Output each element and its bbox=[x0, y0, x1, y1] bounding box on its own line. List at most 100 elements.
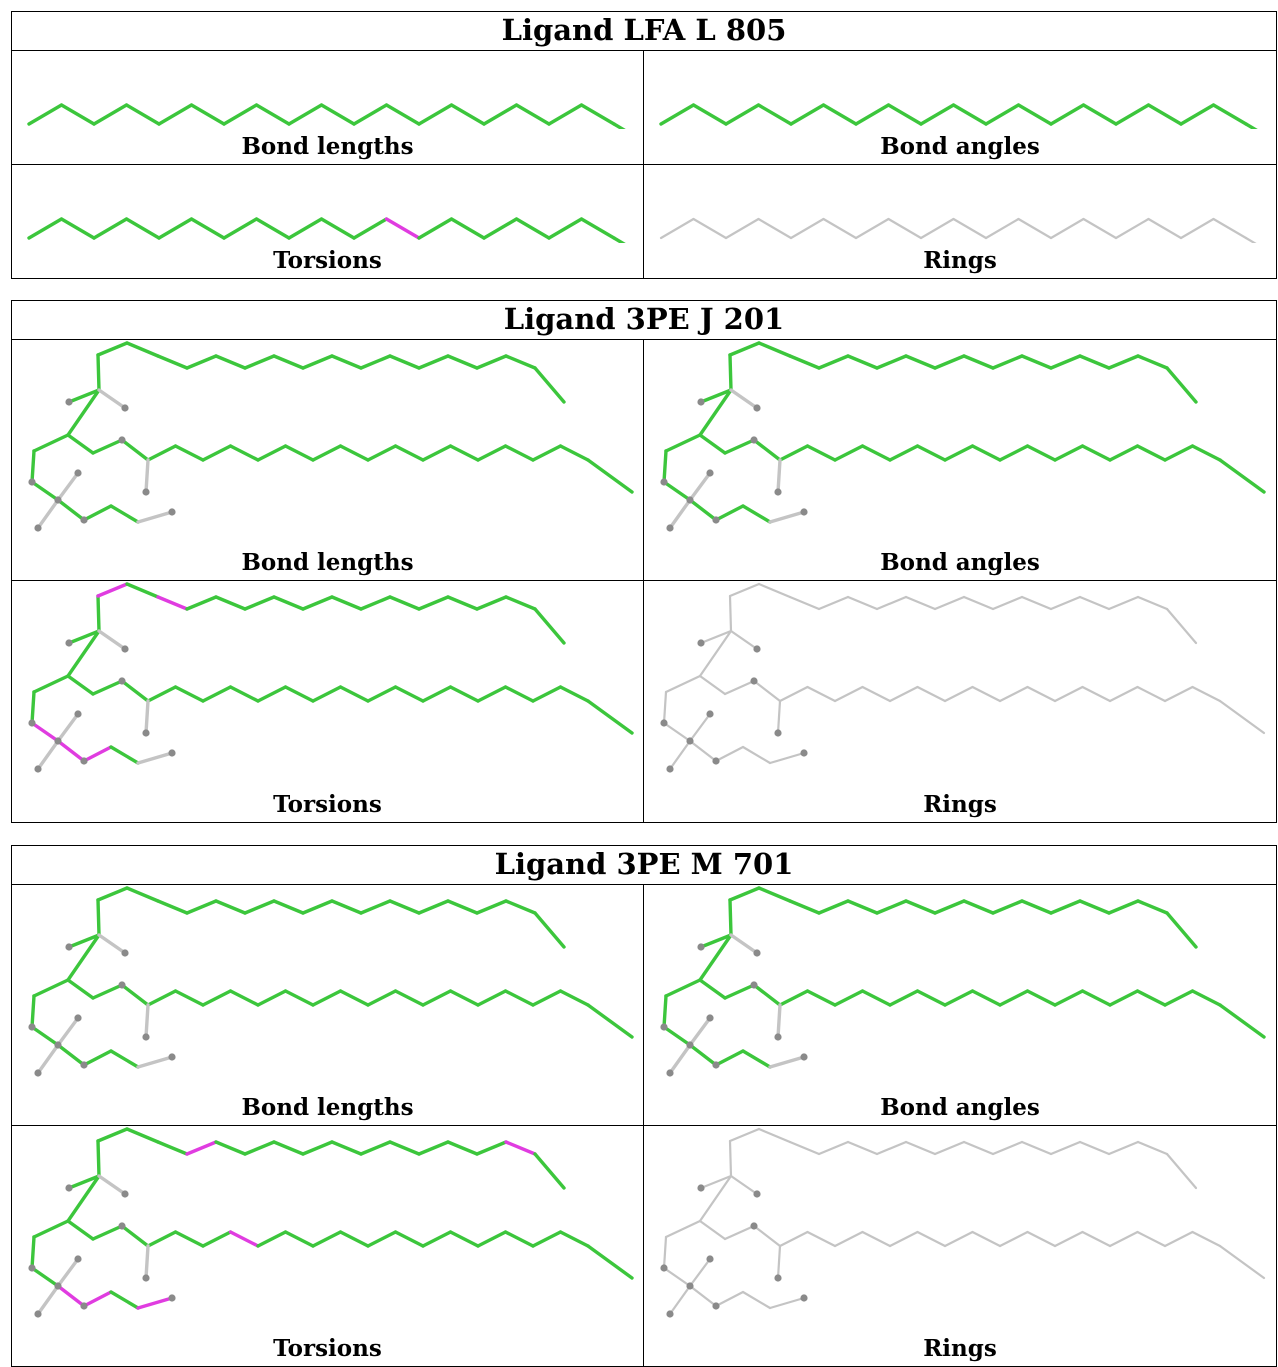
atom bbox=[697, 1184, 705, 1192]
bond bbox=[846, 899, 879, 915]
bond bbox=[109, 504, 140, 524]
bond bbox=[1025, 444, 1057, 462]
bond bbox=[778, 1230, 809, 1248]
ligand-title: Ligand 3PE M 701 bbox=[12, 846, 1276, 885]
atom bbox=[753, 1190, 761, 1198]
bond bbox=[688, 712, 712, 743]
atom bbox=[697, 943, 705, 951]
bond bbox=[446, 1140, 479, 1156]
bond bbox=[59, 217, 96, 240]
bond bbox=[728, 886, 761, 902]
bond bbox=[56, 471, 80, 502]
bond bbox=[91, 983, 124, 1000]
atom bbox=[74, 1255, 82, 1263]
bond bbox=[201, 685, 233, 703]
bond bbox=[67, 629, 101, 645]
atom bbox=[168, 1294, 176, 1302]
bond bbox=[933, 354, 966, 370]
bond bbox=[531, 685, 563, 703]
bond bbox=[729, 933, 759, 955]
atom bbox=[774, 729, 782, 737]
bond bbox=[698, 433, 727, 455]
bond bbox=[91, 679, 124, 696]
bond bbox=[92, 217, 129, 240]
molecule-view bbox=[28, 582, 634, 773]
bond bbox=[421, 444, 453, 462]
bond bbox=[109, 745, 140, 765]
bond bbox=[698, 1174, 733, 1223]
bond bbox=[579, 217, 616, 240]
bond bbox=[806, 1230, 837, 1248]
bond bbox=[66, 388, 101, 437]
bond bbox=[514, 103, 551, 126]
molecule-view bbox=[660, 341, 1266, 532]
atom bbox=[666, 1310, 674, 1318]
bond bbox=[301, 899, 334, 915]
ligand-table: Ligand LFA L 805 Bond lengths Bond angle… bbox=[11, 11, 1277, 279]
bond bbox=[283, 1230, 315, 1248]
bond bbox=[67, 388, 101, 404]
bond bbox=[120, 679, 150, 703]
bond bbox=[1114, 103, 1151, 126]
bond bbox=[504, 354, 537, 370]
bond bbox=[384, 217, 421, 240]
bond bbox=[448, 685, 480, 703]
atom bbox=[774, 1033, 782, 1041]
rings-panel: Rings bbox=[644, 581, 1276, 822]
bond bbox=[97, 933, 127, 955]
bond bbox=[330, 1140, 363, 1156]
bond bbox=[136, 1296, 174, 1310]
atom bbox=[54, 496, 62, 504]
bond bbox=[888, 444, 920, 462]
bond bbox=[136, 751, 174, 765]
bond bbox=[904, 1140, 937, 1156]
atom bbox=[80, 1061, 88, 1069]
bond bbox=[533, 911, 566, 949]
bond bbox=[476, 685, 508, 703]
bond bbox=[688, 498, 718, 522]
bond bbox=[558, 989, 590, 1007]
bond bbox=[514, 217, 551, 240]
atom bbox=[712, 1302, 720, 1310]
bond bbox=[757, 341, 792, 358]
bond bbox=[662, 480, 692, 502]
bond bbox=[1026, 685, 1057, 703]
bond bbox=[668, 1043, 692, 1075]
molecule-view bbox=[660, 582, 1266, 773]
bond bbox=[448, 444, 480, 462]
atom bbox=[800, 749, 808, 757]
bond bbox=[586, 1244, 634, 1280]
bond bbox=[984, 103, 1021, 126]
atom bbox=[80, 516, 88, 524]
bond bbox=[915, 444, 947, 462]
bond bbox=[1179, 217, 1215, 240]
bond bbox=[1049, 899, 1082, 915]
bond bbox=[30, 1266, 60, 1288]
bond bbox=[887, 217, 923, 240]
bond bbox=[741, 745, 772, 765]
bond bbox=[417, 899, 450, 915]
bond bbox=[503, 1230, 535, 1248]
bond bbox=[659, 103, 696, 126]
bond bbox=[311, 1230, 343, 1248]
bond bbox=[32, 674, 70, 694]
bond bbox=[861, 1230, 892, 1248]
bond bbox=[698, 978, 727, 1000]
bond bbox=[699, 933, 733, 949]
bond bbox=[861, 685, 892, 703]
bond bbox=[30, 721, 60, 743]
bond bbox=[256, 444, 288, 462]
bond bbox=[788, 899, 821, 915]
bond bbox=[1212, 217, 1248, 240]
bond bbox=[1136, 1140, 1169, 1156]
bond bbox=[833, 444, 865, 462]
bond bbox=[1080, 444, 1112, 462]
bond bbox=[352, 103, 389, 126]
bond bbox=[352, 217, 389, 240]
atom bbox=[34, 765, 42, 773]
bond bbox=[1163, 1230, 1194, 1248]
bond bbox=[1078, 595, 1111, 611]
bond bbox=[1053, 989, 1085, 1007]
bond bbox=[1218, 1003, 1266, 1039]
atom bbox=[65, 398, 73, 406]
